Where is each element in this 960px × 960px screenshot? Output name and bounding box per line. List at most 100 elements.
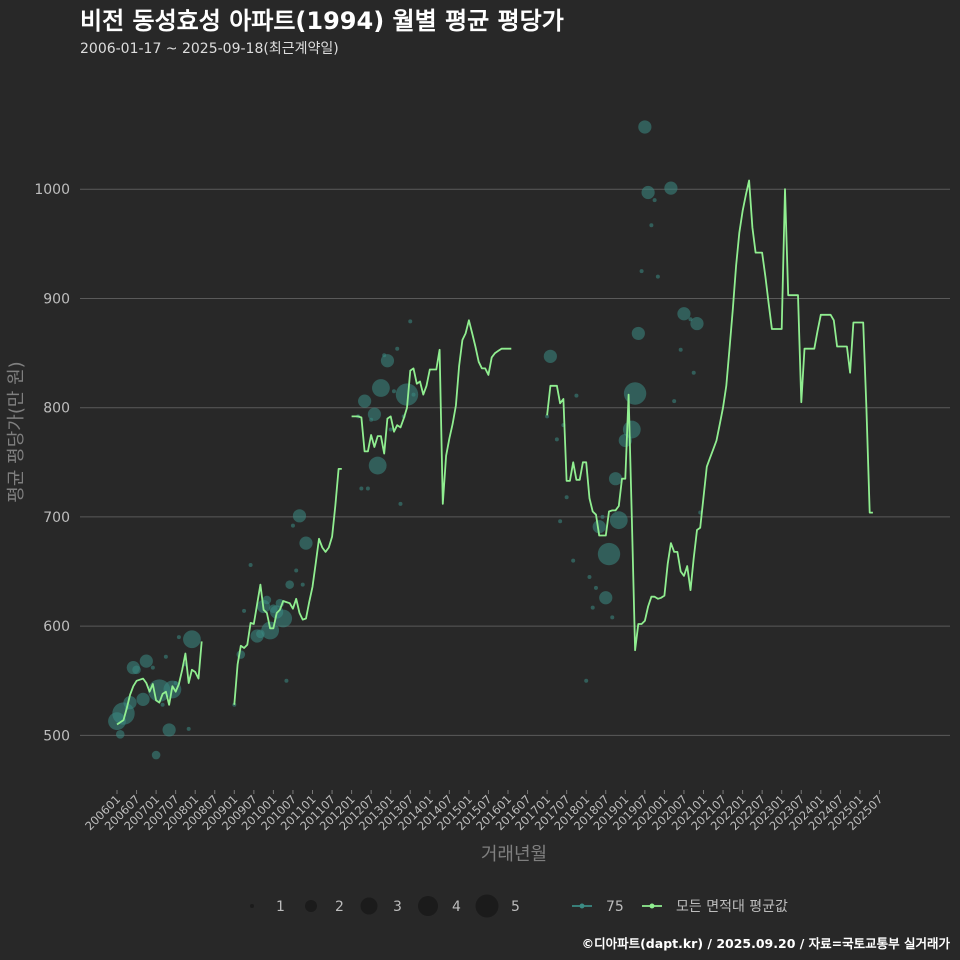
bubble-point — [292, 509, 307, 523]
bubble-point — [631, 326, 645, 341]
bubble-point — [150, 665, 155, 670]
bubble-point — [236, 650, 246, 659]
bubble-point — [593, 585, 598, 590]
bubble-point — [391, 389, 396, 394]
bubble-point — [398, 501, 403, 506]
color-legend-label: 75 — [606, 899, 624, 915]
bubble-point — [545, 414, 550, 419]
bubble-point — [543, 349, 557, 363]
bubble-point — [638, 120, 652, 134]
bubble-point — [173, 680, 178, 685]
bubble-point — [139, 654, 153, 668]
grid-lines — [80, 188, 950, 736]
bubble-point — [664, 181, 678, 195]
bubble-series — [108, 120, 704, 760]
size-legend-label: 5 — [511, 899, 520, 915]
size-legend-label: 4 — [452, 899, 461, 915]
bubble-point — [649, 223, 654, 228]
average-line-segment — [233, 468, 342, 705]
average-line-segment — [116, 641, 203, 726]
chart-subtitle: 2006-01-17 ~ 2025-09-18(최근계약일) — [80, 41, 339, 57]
bubble-point — [652, 198, 657, 203]
y-tick-label: 600 — [43, 619, 70, 635]
bubble-point — [622, 420, 641, 439]
bubble-point — [690, 316, 704, 331]
bubble-point — [367, 407, 382, 421]
bubble-point — [395, 383, 419, 406]
bubble-point — [132, 665, 141, 675]
y-tick-label: 900 — [43, 291, 70, 307]
bubble-point — [162, 723, 176, 737]
bubble-point — [677, 307, 691, 321]
bubble-point — [365, 486, 370, 491]
caption: ©디아파트(dapt.kr) / 2025.09.20 / 자료=국토교통부 실… — [582, 936, 951, 951]
bubble-point — [115, 729, 125, 739]
bubble-point — [587, 575, 592, 579]
bubble-point — [558, 519, 563, 524]
y-tick-label: 700 — [43, 510, 70, 526]
bubble-point — [358, 394, 372, 408]
line-series — [116, 179, 873, 726]
bubble-point — [262, 595, 272, 605]
bubble-point — [294, 568, 299, 573]
bubble-point — [600, 514, 605, 519]
bubble-point — [388, 427, 393, 432]
y-axis-label: 평균 평당가(만 원) — [6, 361, 27, 502]
bubble-point — [151, 750, 161, 760]
bubble-point — [395, 346, 400, 351]
bubble-point — [300, 582, 305, 587]
y-tick-label: 1000 — [34, 182, 70, 198]
bubble-point — [242, 608, 247, 613]
y-tick-label: 500 — [43, 728, 70, 744]
bubble-point — [136, 692, 150, 706]
size-legend-dot — [305, 900, 317, 912]
bubble-point — [609, 511, 628, 530]
bubble-point — [183, 630, 201, 649]
bubble-point — [554, 437, 559, 442]
bubble-point — [290, 523, 295, 528]
bubble-point — [678, 347, 683, 352]
bubble-point — [408, 319, 413, 324]
size-legend-label: 3 — [393, 899, 402, 915]
bubble-point — [274, 609, 293, 628]
size-legend-dot — [475, 894, 499, 918]
color-legend-dot — [579, 903, 585, 909]
size-legend-dot — [418, 896, 438, 916]
bubble-point — [248, 562, 253, 567]
size-legend-label: 1 — [276, 899, 285, 915]
size-legend-dot — [250, 904, 254, 908]
bubble-point — [623, 382, 647, 405]
x-axis-label: 거래년월 — [481, 844, 547, 865]
bubble-point — [176, 635, 181, 640]
bubble-point — [597, 542, 621, 566]
bubble-point — [299, 536, 313, 550]
bubble-point — [186, 726, 191, 731]
bubble-point — [590, 605, 595, 610]
bubble-point — [359, 486, 364, 491]
bubble-point — [163, 654, 168, 659]
color-legend-dot — [649, 903, 655, 909]
average-line-segment — [546, 179, 873, 652]
color-legend-label: 모든 면적대 평균값 — [676, 899, 788, 915]
bubble-point — [691, 370, 696, 375]
bubble-point — [599, 591, 613, 605]
y-tick-label: 800 — [43, 401, 70, 417]
bubble-point — [284, 678, 289, 683]
size-legend-label: 2 — [335, 899, 344, 915]
bubble-point — [411, 392, 416, 397]
chart-title: 비전 동성효성 아파트(1994) 월별 평균 평당가 — [80, 7, 564, 35]
size-legend-dot — [360, 897, 378, 915]
bubble-point — [584, 678, 589, 683]
bubble-point — [672, 399, 677, 404]
bubble-point — [372, 379, 390, 397]
bubble-point — [608, 472, 623, 486]
bubble-point — [160, 702, 165, 707]
y-axis-ticks: 500 600 700 800 900 1000 — [34, 182, 70, 744]
bubble-point — [655, 274, 660, 279]
bubble-point — [571, 558, 576, 563]
bubble-point — [285, 580, 294, 589]
bubble-point — [610, 615, 615, 620]
bubble-point — [368, 456, 387, 475]
bubble-point — [380, 354, 395, 368]
